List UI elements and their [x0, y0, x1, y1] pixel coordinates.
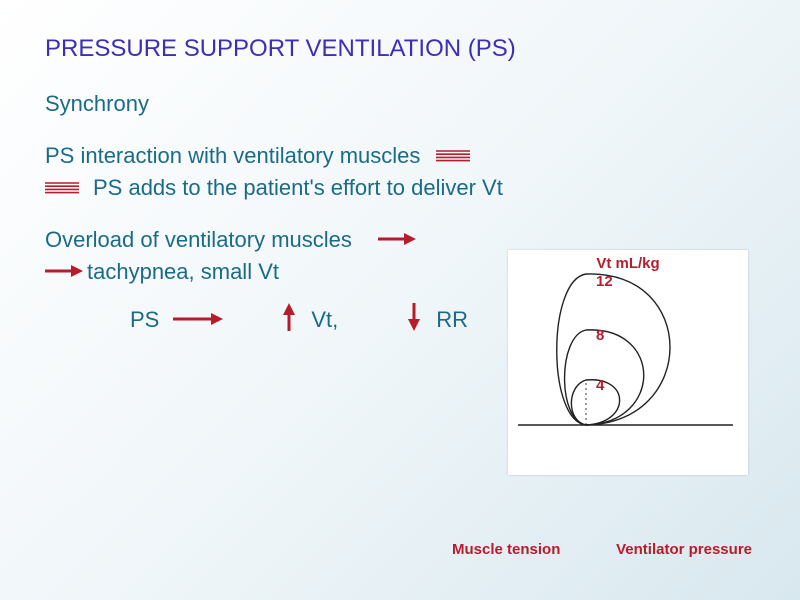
diagram-axis-labels: Muscle tension Ventilator pressure	[452, 541, 752, 558]
label-ventilator-pressure: Ventilator pressure	[616, 541, 752, 558]
campbell-diagram: Vt mL/kg12 8 4	[508, 250, 748, 475]
text-vt: Vt,	[311, 307, 338, 333]
svg-text:12: 12	[596, 273, 613, 290]
text-ps: PS	[130, 307, 159, 333]
arrow-down-icon	[406, 303, 422, 337]
svg-text:Vt mL/kg: Vt mL/kg	[596, 255, 659, 272]
line-interaction: PS interaction with ventilatory muscles	[45, 143, 755, 169]
equals-marker-icon	[45, 175, 79, 201]
text-rr: RR	[436, 307, 468, 333]
line-adds: PS adds to the patient's effort to deliv…	[45, 175, 755, 201]
text-synchrony: Synchrony	[45, 91, 149, 117]
arrow-right-icon	[378, 227, 416, 253]
arrow-right-icon	[173, 307, 223, 333]
equals-marker-icon	[436, 143, 470, 169]
svg-text:8: 8	[596, 327, 604, 344]
text-interaction: PS interaction with ventilatory muscles	[45, 143, 420, 169]
line-synchrony: Synchrony	[45, 91, 755, 117]
text-tachy: tachypnea, small Vt	[87, 259, 279, 285]
diagram-svg: Vt mL/kg12 8 4	[508, 250, 748, 475]
svg-text:4: 4	[596, 377, 605, 394]
text-adds: PS adds to the patient's effort to deliv…	[93, 175, 503, 201]
arrow-up-icon	[281, 303, 297, 337]
text-overload: Overload of ventilatory muscles	[45, 227, 352, 253]
slide-title: PRESSURE SUPPORT VENTILATION (PS)	[45, 35, 755, 63]
label-muscle-tension: Muscle tension	[452, 541, 560, 558]
arrow-right-icon	[45, 259, 83, 285]
